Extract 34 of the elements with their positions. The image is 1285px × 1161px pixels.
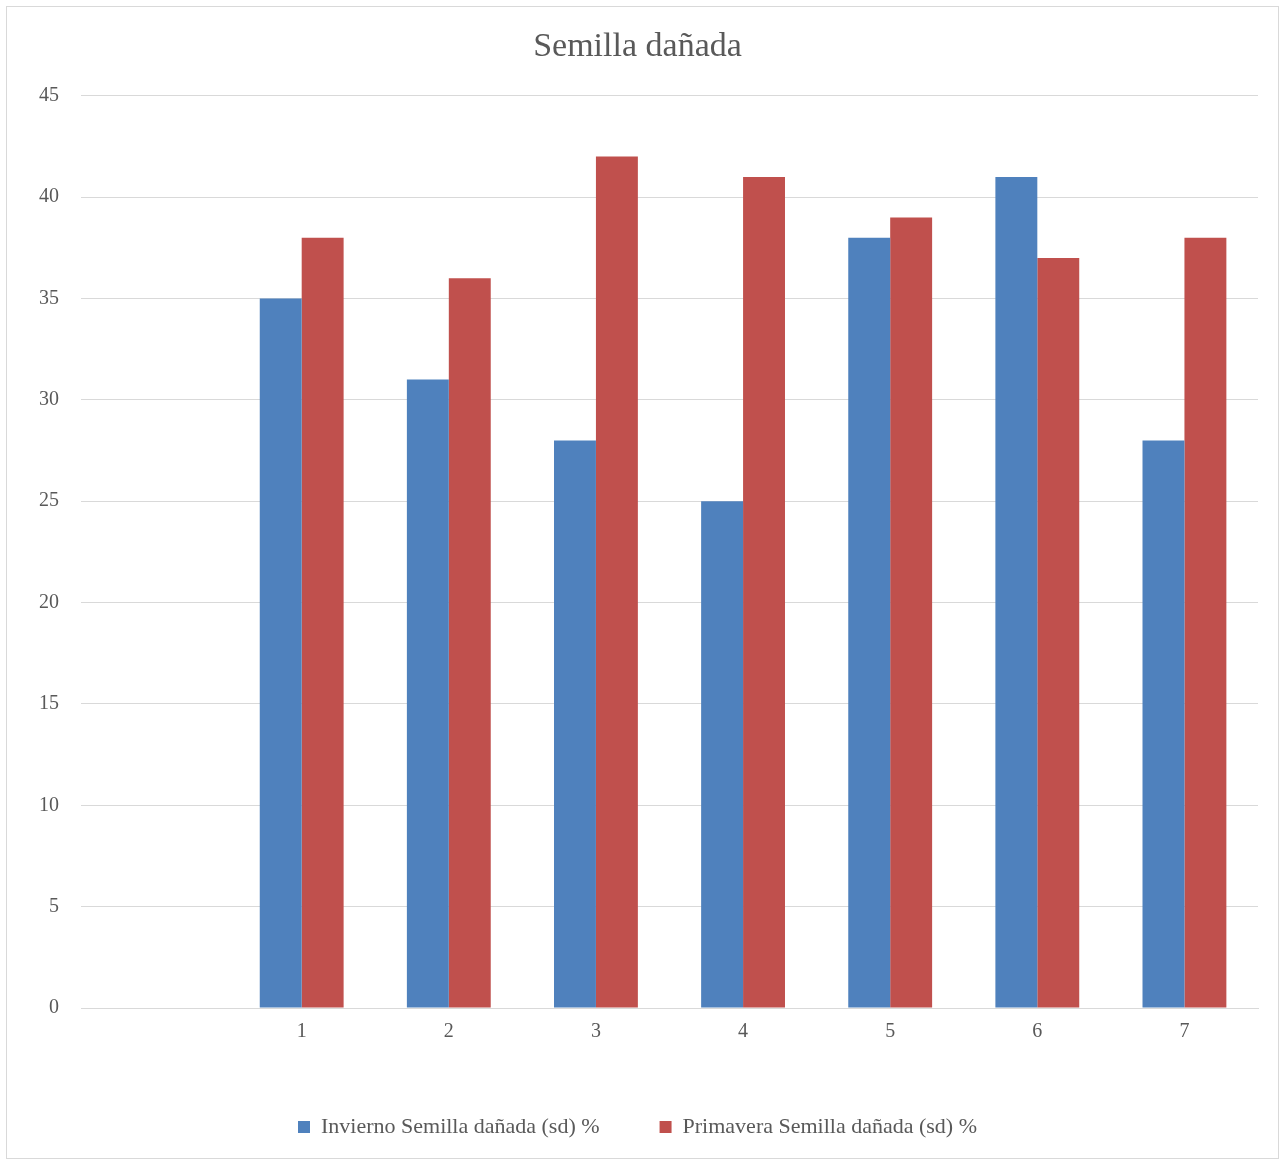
bar [743, 176, 785, 1008]
bar [301, 237, 344, 1008]
x-tick-label: 2 [443, 1019, 454, 1042]
y-tick-label: 5 [49, 893, 59, 916]
bar [448, 278, 491, 1008]
bar [1184, 237, 1227, 1008]
y-tick-label: 30 [39, 387, 59, 410]
x-tick-label: 6 [1032, 1019, 1043, 1042]
bar [848, 237, 891, 1008]
chart-title: Semilla dañada [533, 26, 742, 64]
legend-label: Invierno Semilla dañada (sd) % [320, 1112, 600, 1138]
bar [1037, 257, 1080, 1008]
x-tick-label: 3 [590, 1019, 601, 1042]
bar [1142, 440, 1185, 1008]
x-tick-label: 7 [1179, 1019, 1190, 1042]
y-tick-label: 20 [39, 589, 59, 612]
x-tick-label: 1 [296, 1019, 307, 1042]
bar [701, 501, 744, 1008]
bar [406, 379, 449, 1008]
y-tick-label: 10 [39, 792, 59, 815]
y-tick-label: 25 [39, 488, 59, 511]
bar [259, 298, 302, 1008]
y-tick-label: 0 [49, 995, 59, 1018]
y-tick-label: 15 [39, 691, 59, 714]
bar [890, 217, 933, 1008]
y-tick-label: 35 [39, 285, 59, 308]
x-tick-label: 5 [885, 1019, 896, 1042]
bar [995, 176, 1038, 1008]
x-tick-label: 4 [738, 1019, 749, 1042]
y-tick-label: 45 [39, 83, 59, 106]
legend-label: Primavera Semilla dañada (sd) % [682, 1112, 978, 1138]
bar [554, 440, 596, 1008]
bar [595, 156, 638, 1008]
y-tick-label: 40 [39, 184, 59, 207]
